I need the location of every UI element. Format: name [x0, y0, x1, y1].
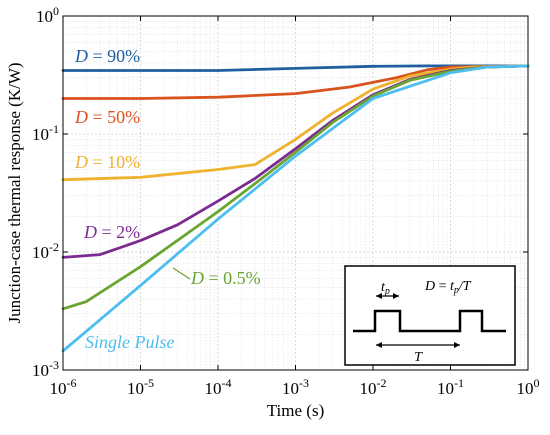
series-label-1: D = 90% [74, 46, 140, 66]
period-label: T [414, 350, 423, 365]
x-tick-label: 100 [517, 376, 540, 398]
tick-labels: 10-6 10-5 10-4 10-3 10-2 10-1 100 10-3 10-2 10-1 1… [32, 4, 540, 398]
x-axis-title: Time (s) [267, 401, 324, 420]
series-labels: D = 90% D = 50% D = 10% D = 2% D = 0.5% Singl… [74, 46, 261, 352]
series-label-3: D = 10% [74, 152, 140, 172]
y-tick-label: 100 [36, 4, 59, 26]
y-tick-label: 10-3 [32, 358, 59, 380]
y-axis-title: Junction-case thermal response (K/W) [5, 62, 24, 323]
period-arrow-left-head [376, 342, 382, 348]
tp-label: tp [381, 280, 390, 297]
series-line-6 [61, 64, 530, 353]
y-tick-label: 10-2 [32, 240, 59, 262]
x-tick-label: 10-3 [282, 376, 309, 398]
period-arrow-right-head [454, 342, 460, 348]
series-lines [61, 64, 530, 353]
series-label-5: D = 0.5% [190, 268, 261, 288]
duty-cycle-formula: D = tp/T [424, 279, 472, 296]
x-tick-label: 10-6 [50, 376, 77, 398]
series-line-1 [61, 64, 530, 72]
tp-arrow-left-head [376, 293, 382, 299]
x-tick-label: 10-4 [205, 376, 232, 398]
series-label-pointer [172, 267, 191, 280]
series-label-4: D = 2% [83, 222, 140, 242]
series-label-6: Single Pulse [85, 332, 174, 352]
y-tick-label: 10-1 [32, 122, 59, 144]
pulse-waveform [353, 309, 506, 333]
series-line-2 [61, 64, 530, 100]
inset-frame [344, 265, 516, 366]
x-tick-label: 10-5 [127, 376, 154, 398]
x-tick-label: 10-1 [437, 376, 464, 398]
duty-cycle-inset: tp D = tp/T T [344, 265, 516, 366]
axis-ticks [62, 15, 529, 371]
tp-arrow-right-head [393, 293, 399, 299]
series-label-2: D = 50% [74, 107, 140, 127]
x-tick-label: 10-2 [360, 376, 387, 398]
